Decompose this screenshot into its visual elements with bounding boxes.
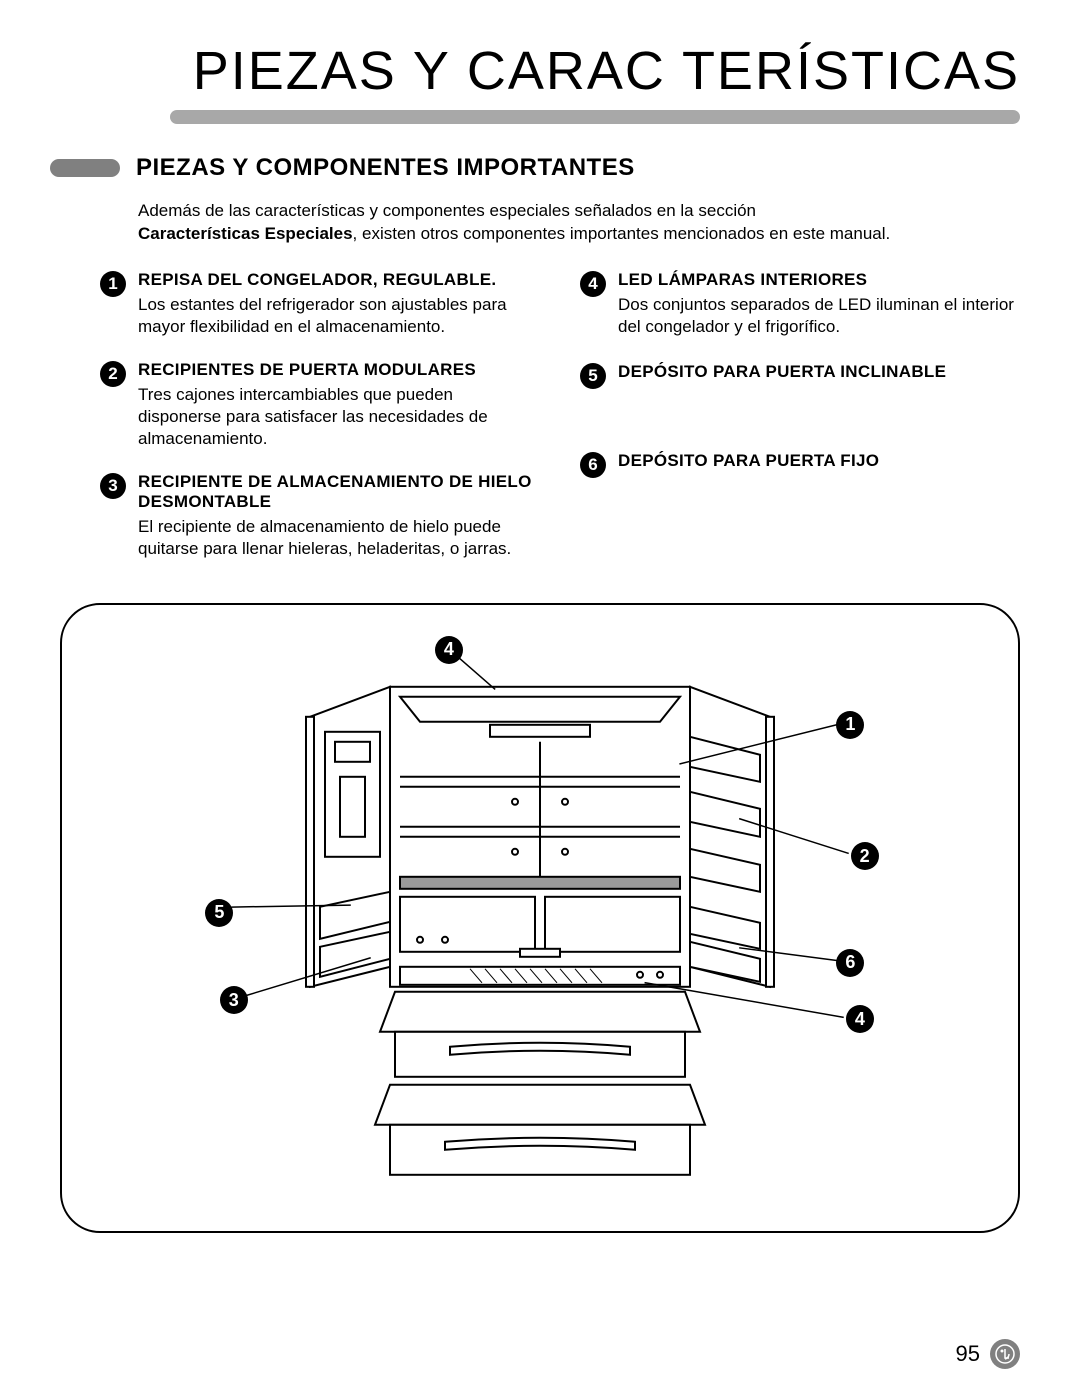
diagram-callout: 2 (851, 842, 879, 870)
item-title: DEPÓSITO PARA PUERTA FIJO (618, 451, 1020, 471)
item-body: DEPÓSITO PARA PUERTA FIJO (618, 451, 1020, 478)
diagram-callout: 5 (205, 899, 233, 927)
item-title: RECIPIENTES DE PUERTA MODULARES (138, 360, 540, 380)
item-body: REPISA DEL CONGELADOR, REGULABLE. Los es… (138, 270, 540, 338)
item-num-badge: 6 (580, 452, 606, 478)
item-4: 4 LED LÁMPARAS INTERIORES Dos conjuntos … (580, 270, 1020, 338)
title-bar-fill (170, 110, 1020, 124)
page-number: 95 (956, 1341, 980, 1367)
intro-text: Además de las características y componen… (138, 200, 1020, 246)
page-main-title: PIEZAS Y CARAC TERÍSTICAS (60, 40, 1020, 102)
item-6: 6 DEPÓSITO PARA PUERTA FIJO (580, 451, 1020, 478)
section-title: PIEZAS Y COMPONENTES IMPORTANTES (136, 154, 635, 182)
item-title: REPISA DEL CONGELADOR, REGULABLE. (138, 270, 540, 290)
item-num-badge: 5 (580, 363, 606, 389)
item-num-badge: 4 (580, 271, 606, 297)
item-body: RECIPIENTE DE ALMACENAMIENTO DE HIELO DE… (138, 472, 540, 560)
lg-logo-icon (990, 1339, 1020, 1369)
item-num-badge: 2 (100, 361, 126, 387)
intro-line1: Además de las características y componen… (138, 201, 756, 220)
item-title: LED LÁMPARAS INTERIORES (618, 270, 1020, 290)
left-column: 1 REPISA DEL CONGELADOR, REGULABLE. Los … (100, 270, 540, 583)
item-body: LED LÁMPARAS INTERIORES Dos conjuntos se… (618, 270, 1020, 338)
item-3: 3 RECIPIENTE DE ALMACENAMIENTO DE HIELO … (100, 472, 540, 560)
diagram-callout: 4 (846, 1005, 874, 1033)
item-num-badge: 3 (100, 473, 126, 499)
item-body: RECIPIENTES DE PUERTA MODULARES Tres caj… (138, 360, 540, 450)
intro-bold: Características Especiales (138, 224, 353, 243)
page-footer: 95 (956, 1339, 1020, 1369)
section-header: PIEZAS Y COMPONENTES IMPORTANTES (60, 154, 1020, 182)
item-desc: Dos conjuntos separados de LED iluminan … (618, 294, 1020, 338)
item-title: DEPÓSITO PARA PUERTA INCLINABLE (618, 362, 1020, 382)
right-column: 4 LED LÁMPARAS INTERIORES Dos conjuntos … (580, 270, 1020, 583)
diagram-box: 4125634 (60, 603, 1020, 1233)
diagram-callout: 4 (435, 636, 463, 664)
item-num-badge: 1 (100, 271, 126, 297)
diagram-callout: 6 (836, 949, 864, 977)
item-body: DEPÓSITO PARA PUERTA INCLINABLE (618, 362, 1020, 389)
title-bar (60, 110, 1020, 124)
item-desc: Tres cajones intercambiables que pueden … (138, 384, 540, 450)
item-title: RECIPIENTE DE ALMACENAMIENTO DE HIELO DE… (138, 472, 540, 512)
diagram-inner: 4125634 (62, 605, 1018, 1231)
intro-line2: , existen otros componentes importantes … (353, 224, 891, 243)
item-2: 2 RECIPIENTES DE PUERTA MODULARES Tres c… (100, 360, 540, 450)
item-5: 5 DEPÓSITO PARA PUERTA INCLINABLE (580, 362, 1020, 389)
section-pill (50, 159, 120, 177)
item-desc: Los estantes del refrigerador son ajusta… (138, 294, 540, 338)
item-1: 1 REPISA DEL CONGELADOR, REGULABLE. Los … (100, 270, 540, 338)
item-desc: El recipiente de almacenamiento de hielo… (138, 516, 540, 560)
diagram-callout: 3 (220, 986, 248, 1014)
items-columns: 1 REPISA DEL CONGELADOR, REGULABLE. Los … (100, 270, 1020, 583)
